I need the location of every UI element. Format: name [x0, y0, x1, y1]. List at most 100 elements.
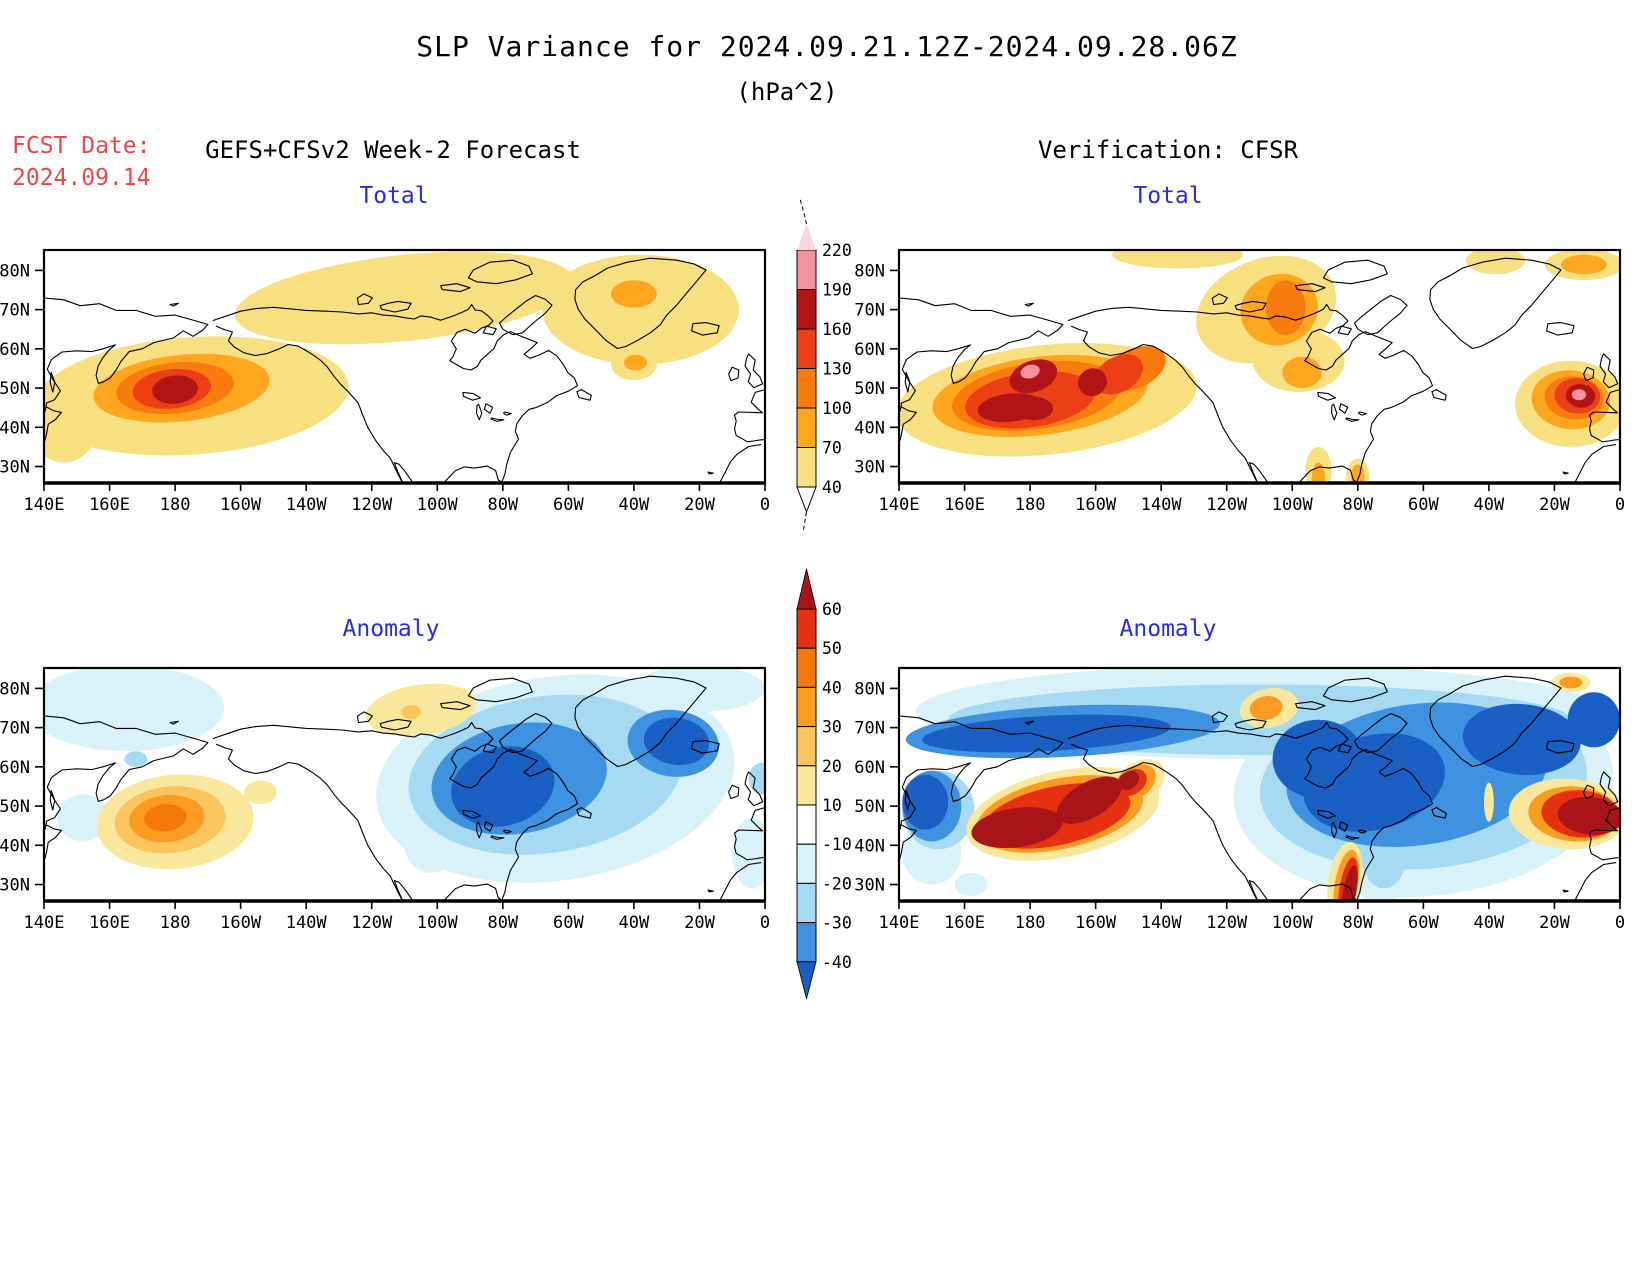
coastline	[476, 821, 483, 839]
coastline	[1431, 807, 1447, 819]
coastline	[1338, 821, 1349, 832]
coastline	[393, 462, 414, 483]
lat-tick-label: 80N	[0, 261, 30, 281]
contour-fill-p30	[1559, 676, 1583, 689]
lat-tick-label: 70N	[854, 719, 885, 739]
colorbar-tip-bottom	[796, 961, 817, 999]
coastline	[212, 721, 579, 901]
contour-fill-t70	[1282, 356, 1322, 389]
contour-fill-p60	[1557, 796, 1620, 835]
contour-fill-p60	[971, 807, 1063, 849]
lon-tick-label: 40W	[1474, 913, 1505, 933]
coastline	[502, 411, 512, 416]
colorbar-segment	[796, 765, 817, 806]
coastline	[482, 743, 497, 754]
colorbar-tip-outline	[799, 198, 807, 225]
lon-tick-label: 140W	[286, 495, 328, 515]
contour-fill-t190	[1020, 364, 1040, 379]
lon-tick-label: 160W	[220, 495, 262, 515]
colorbar-tip-top	[797, 224, 816, 250]
coastline	[691, 740, 720, 754]
colorbar-tick-label: 160	[822, 320, 852, 339]
lat-tick-label: 40N	[854, 418, 885, 438]
lon-tick-label: 20W	[1539, 913, 1570, 933]
coastline	[462, 809, 482, 819]
lon-tick-label: 160W	[220, 913, 262, 933]
map-panel-cfsr-anomaly: 80N 70N 60N 50N 40N 30N 140E 160E 180 160W 140W 120…	[854, 666, 1625, 933]
colorbar-tail-outline	[803, 511, 807, 531]
contour-fill-t70	[1561, 254, 1607, 275]
coastline	[1211, 293, 1228, 306]
coastline	[1583, 784, 1595, 800]
lon-tick-label: 100W	[417, 495, 459, 515]
colorbar-segment	[796, 447, 817, 488]
lat-tick-label: 40N	[0, 418, 30, 438]
contour-fill-t40	[1112, 250, 1244, 269]
lon-tick-label: 140E	[24, 495, 65, 515]
contour-fill-p30	[1249, 696, 1283, 720]
coastline	[490, 417, 505, 422]
coastline	[467, 259, 533, 285]
coastline	[44, 715, 209, 830]
coastline	[1295, 701, 1326, 711]
contour-fill-n40	[643, 717, 710, 766]
colorbar-segment	[796, 882, 817, 924]
lat-tick-label: 80N	[854, 679, 885, 699]
colorbar-tick-label: -20	[822, 874, 852, 893]
lat-tick-label: 40N	[0, 836, 30, 856]
column-header-verification: Verification: CFSR	[1037, 136, 1299, 164]
contour-fill-n40	[451, 746, 555, 827]
coastline	[1211, 711, 1228, 724]
coastline	[576, 389, 592, 401]
lon-tick-label: 40W	[619, 913, 650, 933]
lon-tick-label: 60W	[1408, 913, 1439, 933]
contour-fill-t160	[1013, 396, 1054, 421]
lat-tick-label: 80N	[0, 679, 30, 699]
contour-fill-n10	[732, 817, 765, 889]
panel-title-fcst-anomaly: Anomaly	[342, 616, 440, 642]
contour-fill-n10	[44, 668, 225, 752]
lat-tick-label: 80N	[854, 261, 885, 281]
colorbar-segment	[796, 249, 817, 290]
lat-tick-label: 30N	[0, 876, 30, 896]
coastline	[1337, 325, 1352, 336]
lon-tick-label: 140E	[24, 913, 65, 933]
lon-tick-label: 120W	[1206, 913, 1248, 933]
lon-tick-label: 180	[1015, 913, 1046, 933]
colorbar-anomaly: 60 50 40 30 20 10 -10 -20 -30 -40	[796, 568, 852, 999]
coastline	[728, 366, 740, 382]
colorbar-tick-label: 220	[822, 241, 852, 260]
coastline	[1431, 389, 1447, 401]
panel-title-cfsr-total: Total	[1133, 183, 1203, 209]
coastline	[904, 789, 911, 811]
contour-fill-n20	[748, 762, 765, 795]
coastline	[728, 784, 740, 800]
colorbar-segment	[796, 922, 817, 963]
coastline	[1588, 389, 1620, 443]
coastline	[490, 835, 505, 840]
lon-tick-label: 0	[760, 495, 770, 515]
contour-fill-t40	[234, 251, 575, 345]
contour-fill-n10	[634, 668, 765, 712]
contour-fill-t40	[44, 376, 100, 463]
lat-tick-label: 50N	[854, 379, 885, 399]
lon-tick-label: 180	[1015, 495, 1046, 515]
lat-tick-label: 60N	[854, 340, 885, 360]
coastline	[899, 406, 917, 444]
coastline	[1583, 366, 1595, 382]
lon-tick-label: 100W	[1272, 495, 1314, 515]
colorbar-segment	[796, 804, 817, 845]
forecast-date-block: FCST Date: 2024.09.14	[12, 130, 150, 194]
coastline	[1317, 809, 1337, 819]
coastline	[1248, 880, 1269, 901]
coastline	[707, 889, 714, 893]
lon-tick-label: 100W	[1272, 913, 1314, 933]
coastline	[1322, 677, 1388, 703]
coastline	[744, 771, 764, 807]
coastline	[440, 283, 471, 293]
colorbar-tick-label: 20	[822, 757, 842, 776]
contour-fill-n40	[1567, 692, 1620, 748]
page-subtitle-units: (hPa^2)	[736, 78, 838, 106]
lat-tick-label: 50N	[0, 797, 30, 817]
coastline	[498, 294, 553, 336]
